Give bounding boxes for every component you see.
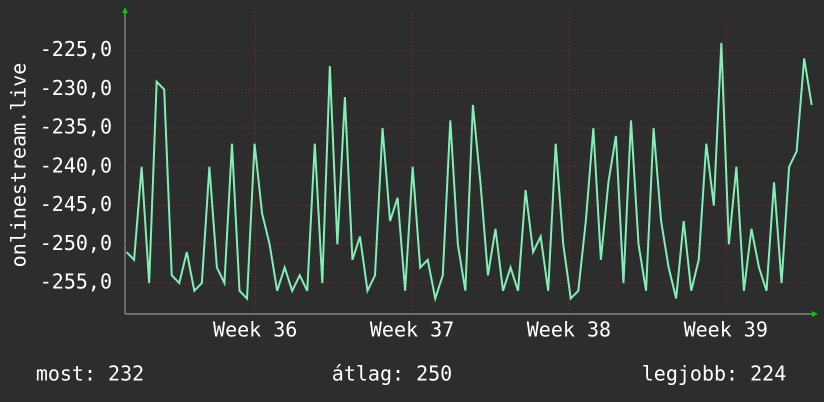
y-tick-label: -230,0 [40,76,112,100]
x-tick-label: Week 37 [370,318,454,342]
y-tick-label: -255,0 [40,270,112,294]
x-tick-label: Week 36 [213,318,297,342]
axis-arrow [122,7,128,13]
footer-stat: most: 232 [36,362,144,386]
footer-stat: legjobb: 224 [642,362,787,386]
x-tick-label: Week 38 [527,318,611,342]
y-tick-label: -225,0 [40,37,112,61]
y-tick-label: -240,0 [40,153,112,177]
footer-stat: átlag: 250 [332,362,452,386]
axis-arrow [812,311,818,317]
y-tick-label: -250,0 [40,231,112,255]
y-tick-label: -245,0 [40,192,112,216]
y-axis-label: onlinestream.live [7,63,31,268]
y-tick-label: -235,0 [40,115,112,139]
x-tick-label: Week 39 [684,318,768,342]
series-line [125,42,813,303]
